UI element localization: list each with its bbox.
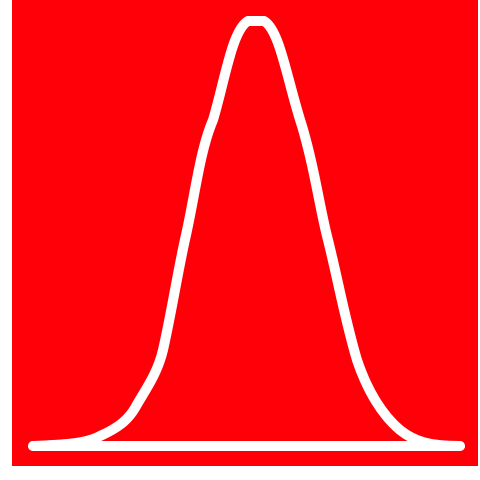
- bell-curve-svg: [12, 0, 478, 466]
- bell-curve-icon: [12, 0, 478, 466]
- icon-background: [12, 0, 478, 466]
- bell-curve-line: [28, 16, 465, 451]
